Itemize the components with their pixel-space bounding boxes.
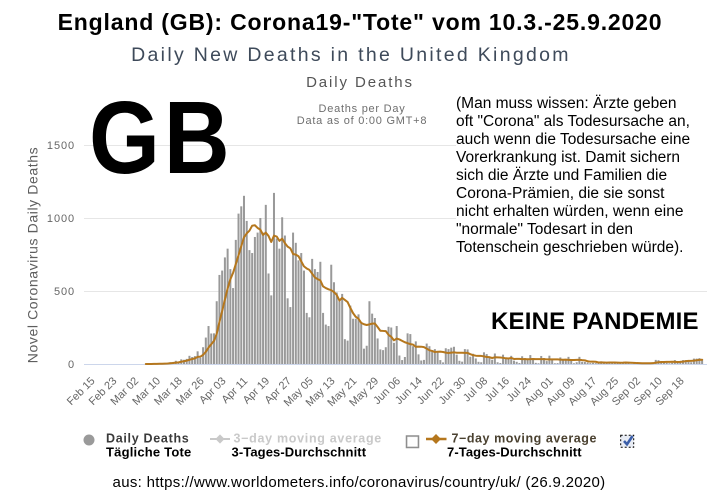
svg-text:3−day moving average: 3−day moving average xyxy=(234,432,382,446)
svg-text:Tägliche Tote: Tägliche Tote xyxy=(106,445,191,460)
svg-text:Novel Coronavirus Daily Deaths: Novel Coronavirus Daily Deaths xyxy=(25,147,41,363)
svg-text:1000: 1000 xyxy=(47,213,75,225)
svg-text:3-Tages-Durchschnitt: 3-Tages-Durchschnitt xyxy=(232,445,367,460)
svg-text:500: 500 xyxy=(54,286,75,298)
svg-text:Daily Deaths: Daily Deaths xyxy=(106,432,189,446)
svg-text:7−day moving average: 7−day moving average xyxy=(452,432,597,446)
svg-text:0: 0 xyxy=(68,359,75,371)
svg-text:1500: 1500 xyxy=(47,140,75,152)
svg-text:7-Tages-Durchschnitt: 7-Tages-Durchschnitt xyxy=(447,445,582,460)
